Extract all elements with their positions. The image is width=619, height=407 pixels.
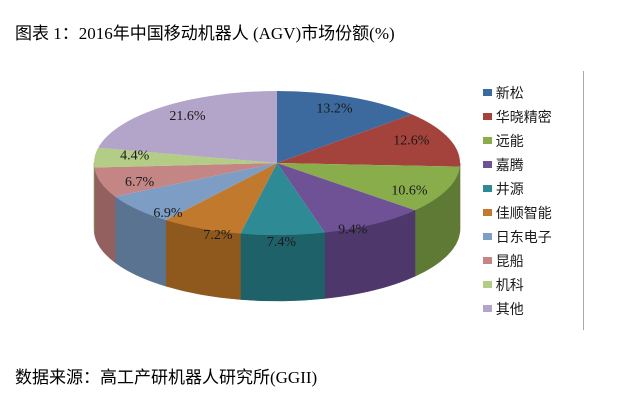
svg-text:10.6%: 10.6% xyxy=(391,184,428,199)
svg-text:6.9%: 6.9% xyxy=(153,206,183,221)
svg-text:7.4%: 7.4% xyxy=(267,235,297,250)
svg-text:12.6%: 12.6% xyxy=(393,134,430,149)
svg-text:4.4%: 4.4% xyxy=(120,149,150,164)
svg-text:21.6%: 21.6% xyxy=(169,109,206,124)
svg-text:7.2%: 7.2% xyxy=(203,228,233,243)
svg-text:9.4%: 9.4% xyxy=(338,223,368,238)
svg-text:13.2%: 13.2% xyxy=(316,101,353,116)
svg-text:6.7%: 6.7% xyxy=(125,175,155,190)
